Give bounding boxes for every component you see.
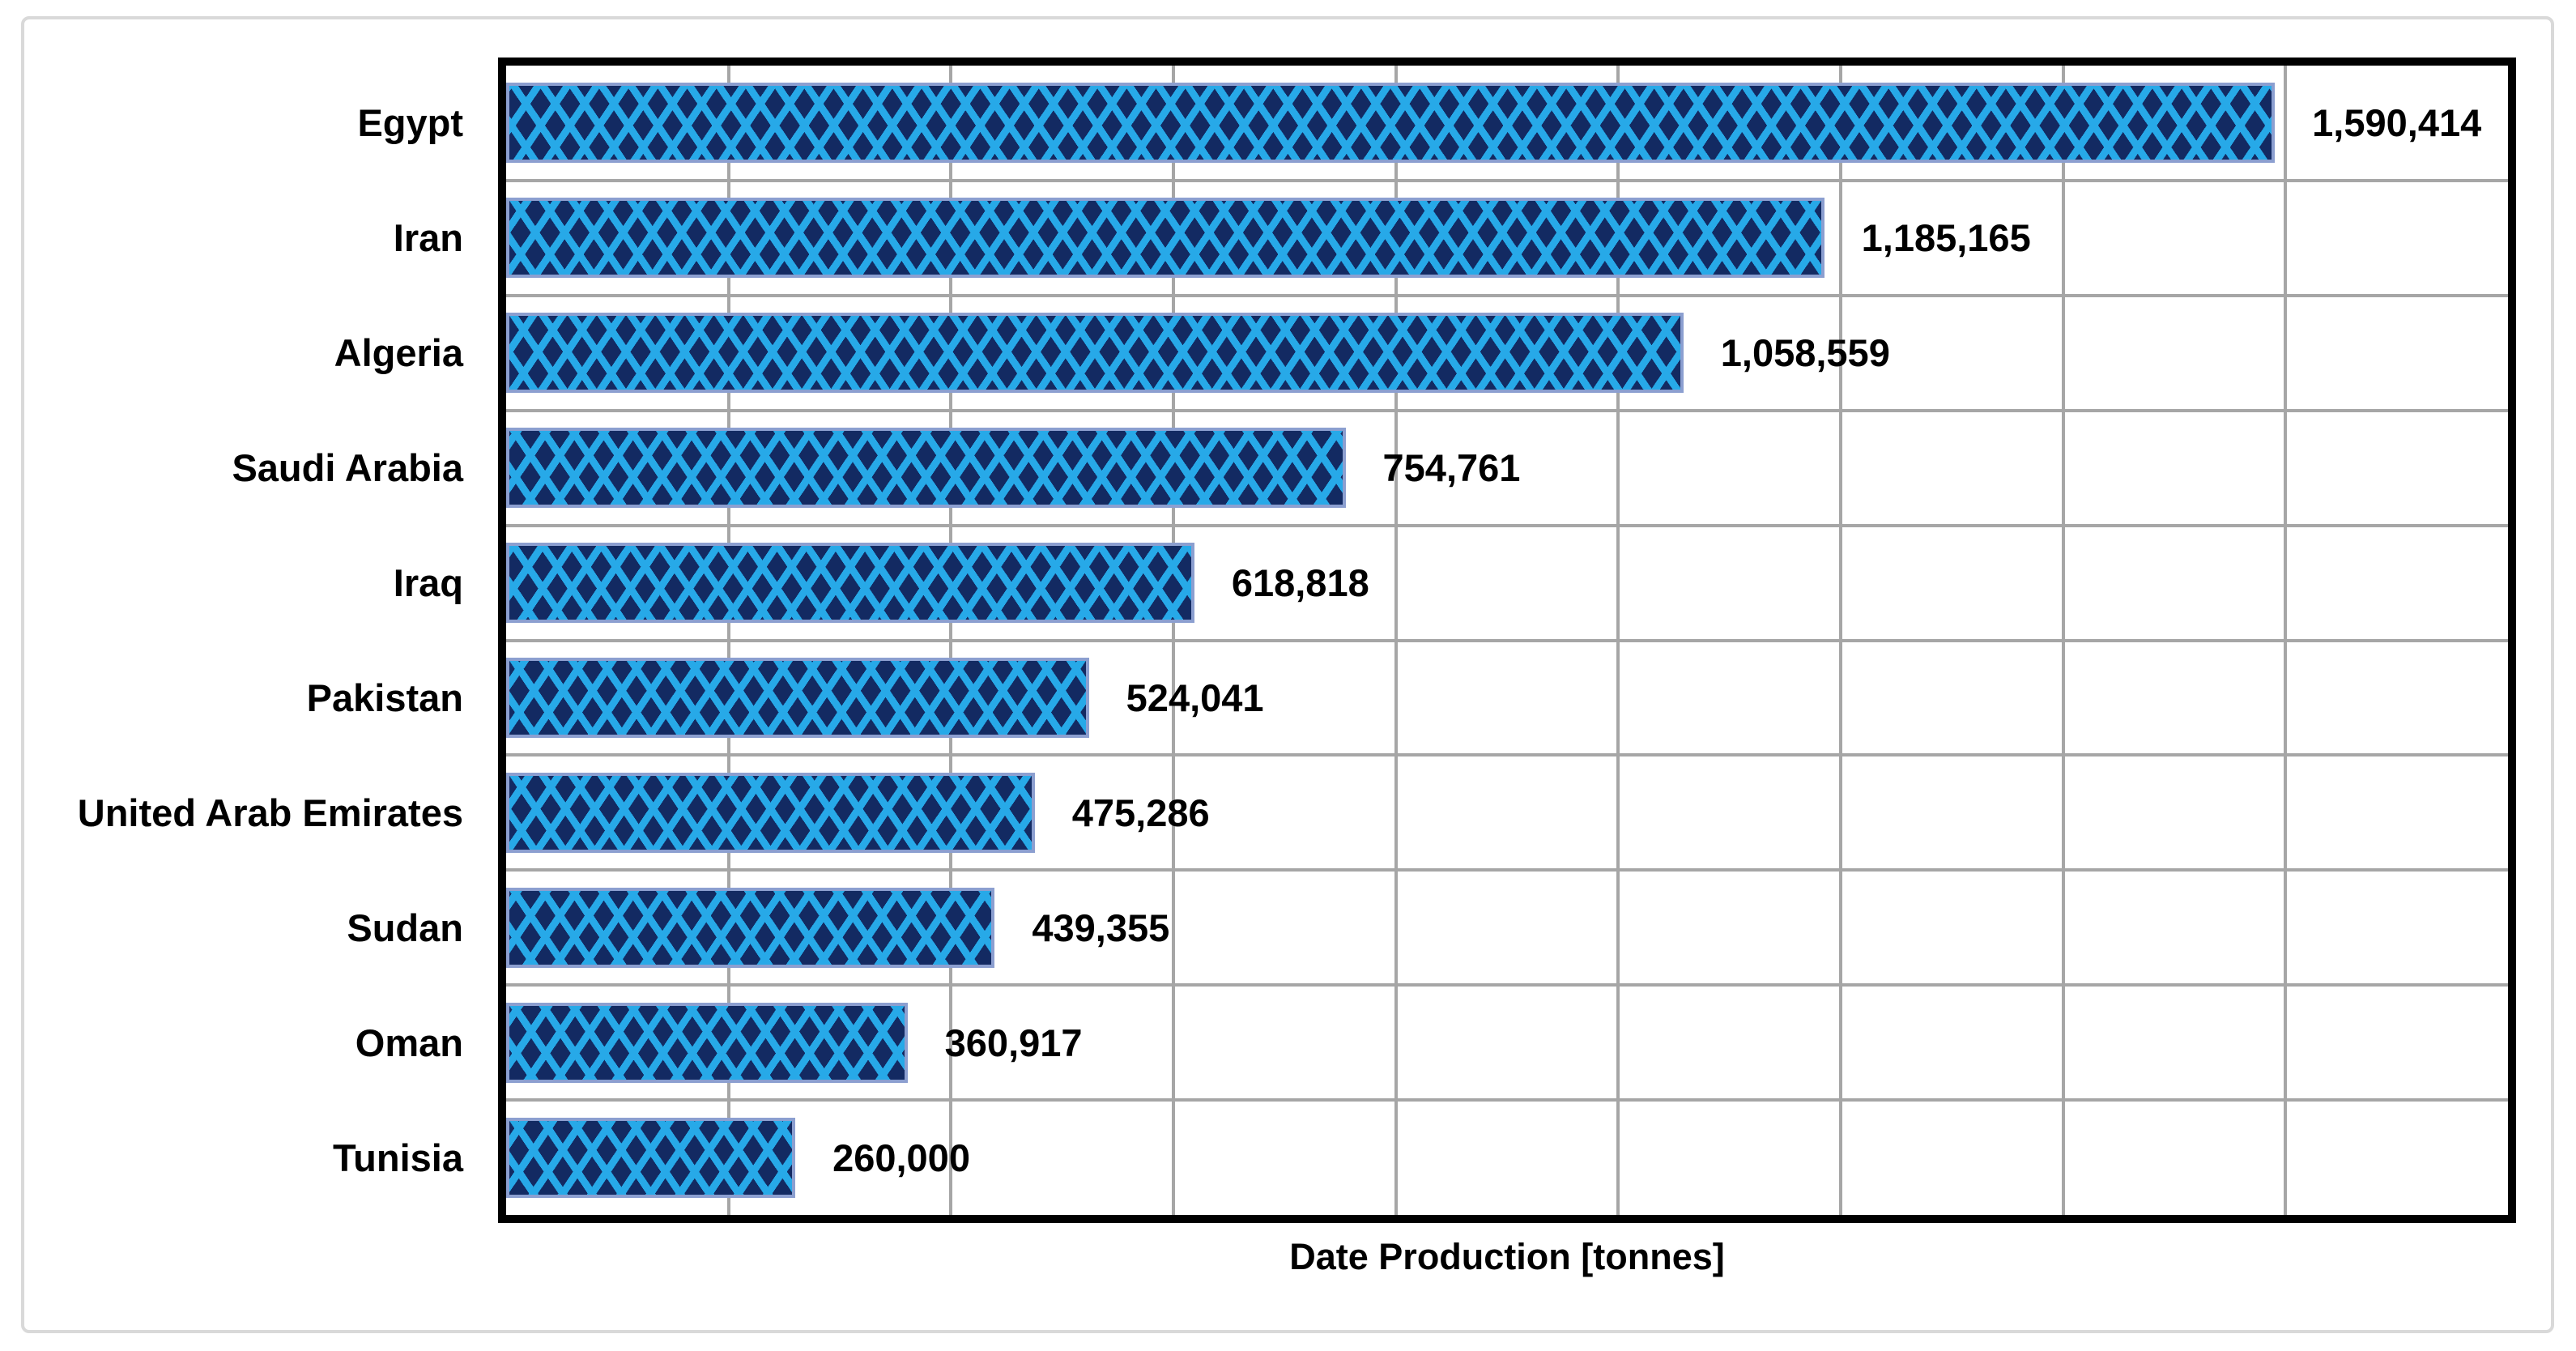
value-label: 260,000: [832, 1136, 970, 1179]
bar-pakistan: [506, 657, 1089, 738]
horizontal-gridline: [506, 638, 2508, 642]
bar-iraq: [506, 543, 1194, 624]
horizontal-gridline: [506, 523, 2508, 527]
category-label: Saudi Arabia: [232, 446, 463, 490]
value-label: 524,041: [1126, 676, 1264, 719]
bar-sudan: [506, 887, 995, 968]
horizontal-gridline: [506, 753, 2508, 757]
plot-area: 1,590,414 1,185,165 1,058,559 754,761 618,81…: [498, 58, 2516, 1223]
category-label: Tunisia: [332, 1136, 463, 1179]
category-label: Egypt: [357, 101, 463, 145]
category-label: Iraq: [393, 561, 463, 605]
value-label: 475,286: [1071, 791, 1210, 834]
horizontal-gridline: [506, 983, 2508, 987]
figure-border: [21, 16, 2554, 1333]
horizontal-gridline: [506, 178, 2508, 182]
bar-oman: [506, 1002, 908, 1083]
value-label: 1,058,559: [1720, 331, 1890, 375]
bar-egypt: [506, 83, 2276, 164]
horizontal-gridline: [506, 868, 2508, 872]
value-label: 360,917: [944, 1021, 1083, 1064]
horizontal-gridline: [506, 293, 2508, 297]
bar-united-arab-emirates: [506, 772, 1035, 853]
horizontal-gridline: [506, 1098, 2508, 1102]
value-label: 439,355: [1032, 906, 1170, 949]
bar-saudi-arabia: [506, 428, 1346, 509]
category-label: Algeria: [334, 331, 463, 375]
category-label: Oman: [355, 1021, 463, 1064]
category-label: Pakistan: [306, 676, 463, 719]
value-label: 618,818: [1231, 561, 1369, 605]
x-axis-title: Date Production [tonnes]: [1289, 1236, 1725, 1277]
bar-algeria: [506, 313, 1684, 394]
category-label: United Arab Emirates: [77, 791, 463, 834]
category-label: Sudan: [347, 906, 463, 949]
value-label: 1,590,414: [2312, 101, 2482, 145]
horizontal-gridline: [506, 408, 2508, 412]
bar-tunisia: [506, 1117, 796, 1198]
bar-iran: [506, 198, 1824, 279]
value-label: 1,185,165: [1861, 216, 2031, 260]
category-label: Iran: [393, 216, 463, 260]
value-label: 754,761: [1382, 446, 1521, 490]
